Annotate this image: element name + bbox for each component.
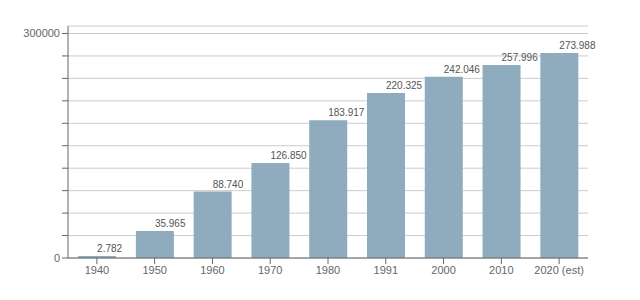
svg-text:126.850: 126.850: [270, 150, 307, 161]
svg-text:273.988: 273.988: [559, 40, 596, 51]
svg-text:1970: 1970: [258, 264, 282, 276]
svg-text:300000: 300000: [23, 27, 60, 39]
svg-text:220.325: 220.325: [386, 80, 423, 91]
svg-text:1991: 1991: [374, 264, 398, 276]
svg-text:257.996: 257.996: [502, 52, 539, 63]
svg-text:1950: 1950: [142, 264, 166, 276]
svg-text:242.046: 242.046: [444, 64, 481, 75]
svg-text:2020 (est): 2020 (est): [534, 264, 584, 276]
svg-text:2.782: 2.782: [97, 243, 122, 254]
svg-text:1980: 1980: [316, 264, 340, 276]
svg-text:183.917: 183.917: [328, 107, 365, 118]
svg-text:2000: 2000: [431, 264, 455, 276]
svg-text:2010: 2010: [489, 264, 513, 276]
svg-text:88.740: 88.740: [213, 179, 244, 190]
svg-text:0: 0: [54, 252, 60, 264]
svg-text:35.965: 35.965: [155, 218, 186, 229]
svg-text:1960: 1960: [200, 264, 224, 276]
svg-text:1940: 1940: [85, 264, 109, 276]
